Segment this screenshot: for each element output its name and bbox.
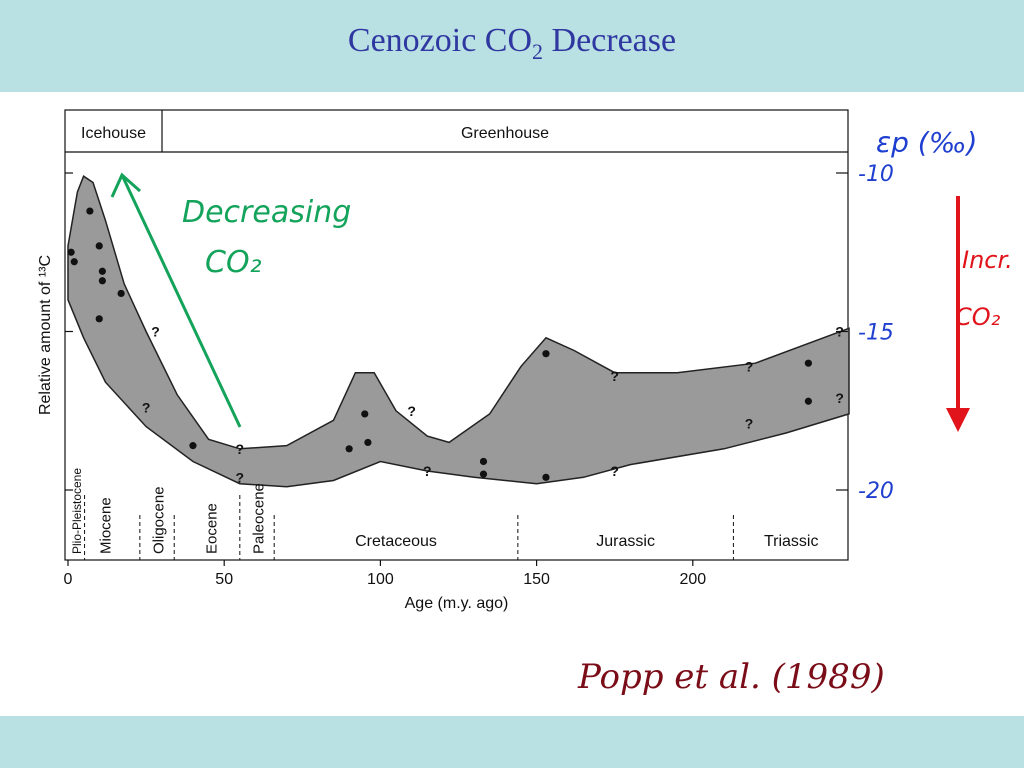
period-label-triassic: Triassic: [764, 533, 819, 550]
decreasing-label: Decreasing: [182, 195, 351, 230]
data-point: [98, 277, 106, 285]
slide-title: Cenozoic CO2 Decrease: [0, 22, 1024, 65]
decreasing-arrow-head: [110, 172, 141, 198]
uncertain-point: ?: [423, 463, 432, 479]
regime-label-greenhouse: Greenhouse: [461, 125, 549, 142]
right-axis-label: εp (‰): [876, 126, 977, 159]
plot-frame: [64, 109, 849, 561]
x-tick-label: 0: [64, 571, 73, 588]
data-point: [117, 289, 125, 298]
uncertain-point: ?: [407, 403, 416, 419]
decreasing-co2-label: CO₂: [205, 245, 262, 280]
period-label-5: Paleocene: [251, 483, 268, 554]
decreasing-arrow-shaft: [120, 174, 242, 428]
data-point: [804, 397, 812, 405]
period-label-2: Miocene: [97, 497, 114, 554]
uncertain-point: ?: [610, 463, 619, 479]
data-point: [542, 473, 550, 481]
data-point: [479, 457, 488, 466]
regime-label-icehouse: Icehouse: [81, 125, 146, 142]
x-tick-label: 200: [679, 571, 706, 588]
uncertain-point: ?: [835, 324, 844, 340]
uncertain-point: ?: [142, 400, 151, 416]
period-label-jurassic: Jurassic: [596, 533, 655, 550]
right-tick-label: -10: [858, 162, 894, 187]
period-label-cretaceous: Cretaceous: [355, 533, 437, 550]
period-label-4: Eocene: [204, 503, 221, 554]
period-label-3: Oligocene: [151, 486, 168, 554]
x-tick-label: 150: [523, 571, 550, 588]
citation: Popp et al. (1989): [577, 657, 885, 697]
chart: Icehouse Greenhouse -10 -15 -20 εp (‰)???????…: [37, 109, 1013, 697]
data-point: [67, 248, 75, 256]
y-axis-label: Relative amount of ¹³C: [37, 255, 54, 415]
title-band: [0, 0, 1024, 92]
x-tick-label: 100: [367, 571, 394, 588]
data-point: [98, 267, 106, 275]
data-point: [86, 207, 94, 215]
right-tick-label: -20: [858, 479, 894, 504]
x-tick-label: 50: [215, 571, 233, 588]
data-point: [361, 410, 369, 418]
uncertain-point: ?: [835, 390, 844, 406]
data-point: [95, 315, 103, 323]
data-point: [189, 442, 197, 450]
data-point: [804, 359, 812, 367]
data-point: [364, 438, 372, 447]
uncertain-point: ?: [151, 324, 160, 340]
uncertain-point: ?: [745, 415, 754, 431]
uncertain-point: ?: [610, 368, 619, 384]
c13-band: [67, 175, 850, 488]
x-axis-label: Age (m.y. ago): [405, 595, 509, 612]
data-point: [479, 470, 488, 478]
incr-co2-label: CO₂: [955, 303, 1001, 331]
uncertain-point: ?: [236, 469, 245, 485]
uncertain-point: ?: [236, 441, 245, 457]
slide-title-main: Cenozoic CO: [347, 22, 533, 59]
data-point: [70, 258, 78, 266]
slide-title-subscript: 2: [532, 38, 544, 64]
incr-label: Incr.: [962, 246, 1013, 274]
footer-band: [0, 716, 1024, 768]
data-point: [345, 445, 353, 453]
uncertain-point: ?: [745, 358, 754, 374]
slide-title-rest: Decrease: [543, 22, 677, 59]
right-tick-label: -15: [858, 321, 894, 346]
data-point: [542, 350, 550, 358]
period-label-1: Plio-Pleistocene: [70, 468, 84, 554]
data-point: [95, 242, 103, 250]
